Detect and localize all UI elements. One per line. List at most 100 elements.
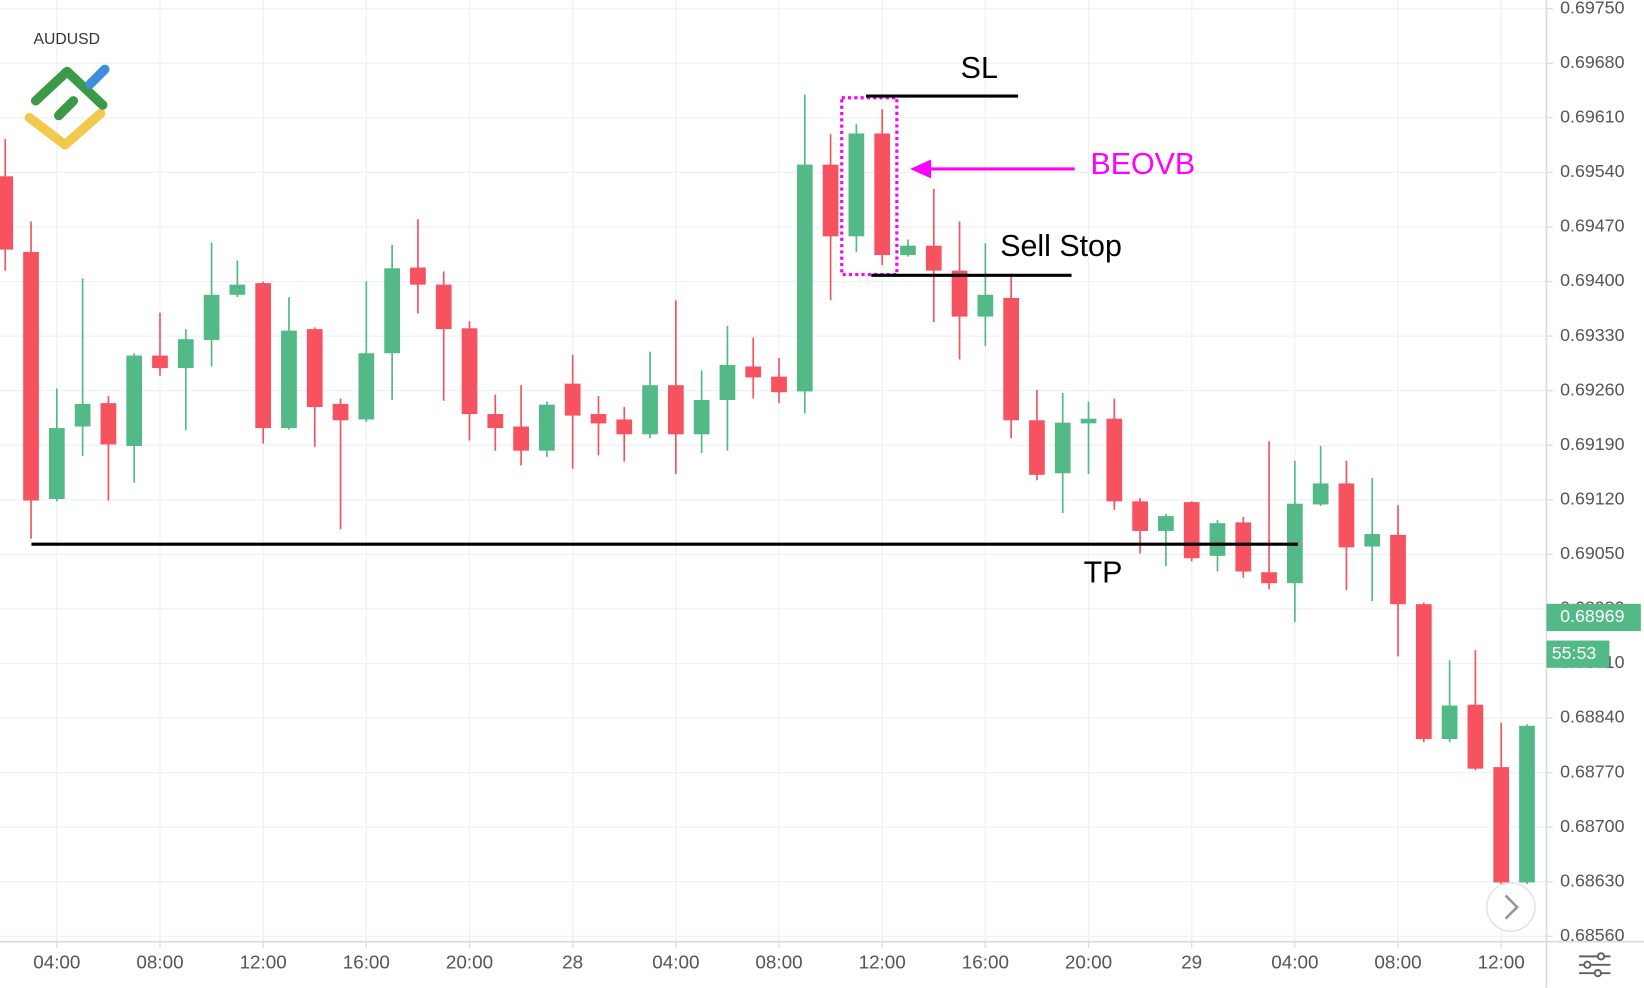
x-tick-label: 20:00: [1065, 952, 1112, 973]
candle-body: [1441, 705, 1458, 740]
settings-button[interactable]: [1578, 952, 1611, 978]
candle-body: [410, 267, 426, 285]
candle-body: [925, 245, 942, 271]
level-label: SL: [961, 51, 998, 85]
y-tick-label: 0.69120: [1560, 488, 1624, 508]
y-tick-label: 0.69260: [1560, 379, 1624, 399]
candle-body: [1415, 604, 1432, 740]
candle-body: [745, 366, 762, 378]
candle-body: [874, 133, 891, 256]
pattern-label: BEOVB: [1090, 147, 1195, 181]
scroll-button[interactable]: [1485, 882, 1536, 932]
candle-body: [332, 403, 349, 421]
candle-body: [977, 294, 994, 317]
candle-body: [487, 414, 504, 429]
y-tick-label: 0.68700: [1560, 816, 1624, 836]
x-tick-label: 04:00: [33, 952, 80, 973]
x-tick-label: 12:00: [240, 952, 287, 973]
x-tick-label: 16:00: [343, 952, 390, 973]
x-tick-label: 28: [562, 952, 583, 973]
candle-body: [1106, 418, 1123, 502]
candle-body: [1054, 422, 1071, 474]
candle-body: [1158, 516, 1174, 531]
y-tick-label: 0.69190: [1560, 434, 1624, 454]
candle-body: [177, 339, 194, 369]
candle-body: [1390, 534, 1406, 605]
y-tick-label: 0.69540: [1560, 161, 1624, 181]
y-tick-label: 0.69470: [1560, 216, 1624, 236]
candle-body: [1183, 502, 1200, 559]
candle-body: [1312, 483, 1329, 505]
y-tick-label: 0.68840: [1560, 707, 1624, 727]
level-label: TP: [1084, 556, 1123, 590]
candle-body: [255, 283, 272, 429]
candle-body: [74, 403, 91, 427]
y-tick-label: 0.69610: [1560, 107, 1624, 127]
candle-body: [1080, 418, 1097, 424]
candle-body: [564, 383, 581, 416]
candle-body: [435, 284, 452, 330]
x-tick-label: 20:00: [446, 952, 493, 973]
candle-body: [693, 400, 710, 435]
x-tick-label: 29: [1181, 952, 1202, 973]
candle-body: [1467, 704, 1484, 769]
candle-body: [1364, 534, 1381, 547]
candle-body: [539, 404, 555, 451]
y-tick-label: 0.69400: [1560, 270, 1624, 290]
candle-body: [513, 426, 529, 451]
x-tick-label: 16:00: [962, 952, 1009, 973]
candle-body: [358, 353, 375, 420]
candle-body: [900, 245, 916, 256]
candle-body: [1493, 767, 1510, 883]
candle-body: [152, 355, 168, 369]
candle-body: [951, 270, 968, 317]
candle-body: [719, 364, 736, 401]
axes: 0.69750 0.69680 0.69610 0.69540 0.69470 0.694…: [33, 0, 1641, 973]
candle-body: [642, 385, 658, 435]
candle-body: [1519, 725, 1535, 883]
candle-body: [100, 403, 117, 445]
y-tick-label: 0.68630: [1560, 870, 1624, 890]
candle-body: [1029, 420, 1045, 475]
x-tick-label: 04:00: [652, 952, 699, 973]
candle-body: [461, 328, 478, 415]
x-tick-label: 04:00: [1271, 952, 1318, 973]
candle-body: [0, 176, 14, 250]
countdown-label: 55:53: [1552, 643, 1597, 663]
y-tick-label: 0.69050: [1560, 543, 1624, 563]
candle-body: [1261, 572, 1277, 584]
y-tick-label: 0.68560: [1560, 925, 1624, 945]
candle-body: [203, 294, 220, 340]
candle-body: [1132, 501, 1148, 531]
pattern-arrowhead: [910, 159, 932, 179]
candle-body: [126, 355, 143, 446]
countdown-tag: [1546, 640, 1610, 668]
candle-body: [616, 419, 633, 435]
candle-body: [1235, 522, 1252, 572]
candle-body: [48, 428, 65, 499]
x-tick-label: 12:00: [859, 952, 906, 973]
candle-body: [229, 284, 246, 295]
candle-body: [590, 414, 607, 424]
x-tick-label: 12:00: [1478, 952, 1525, 973]
y-tick-label: 0.69680: [1560, 52, 1624, 72]
candle-body: [667, 385, 684, 435]
x-tick-label: 08:00: [136, 952, 183, 973]
pattern-box: [840, 96, 899, 277]
level-label: Sell Stop: [1000, 229, 1122, 263]
candle-body: [822, 164, 839, 237]
x-tick-label: 08:00: [755, 952, 802, 973]
candle-body: [848, 133, 865, 237]
price-tag: [1546, 603, 1641, 632]
y-tick-label: 0.69330: [1560, 325, 1624, 345]
candle-body: [1003, 297, 1020, 421]
plot: BEOVB SL Sell Stop TP: [0, 51, 1535, 885]
candle-body: [1338, 483, 1355, 548]
candle-body: [771, 376, 787, 393]
candle-body: [384, 268, 400, 354]
y-tick-label: 0.68770: [1560, 761, 1624, 781]
symbol: AUDUSD: [34, 31, 100, 48]
price-tag-label: 0.68969: [1560, 606, 1624, 626]
